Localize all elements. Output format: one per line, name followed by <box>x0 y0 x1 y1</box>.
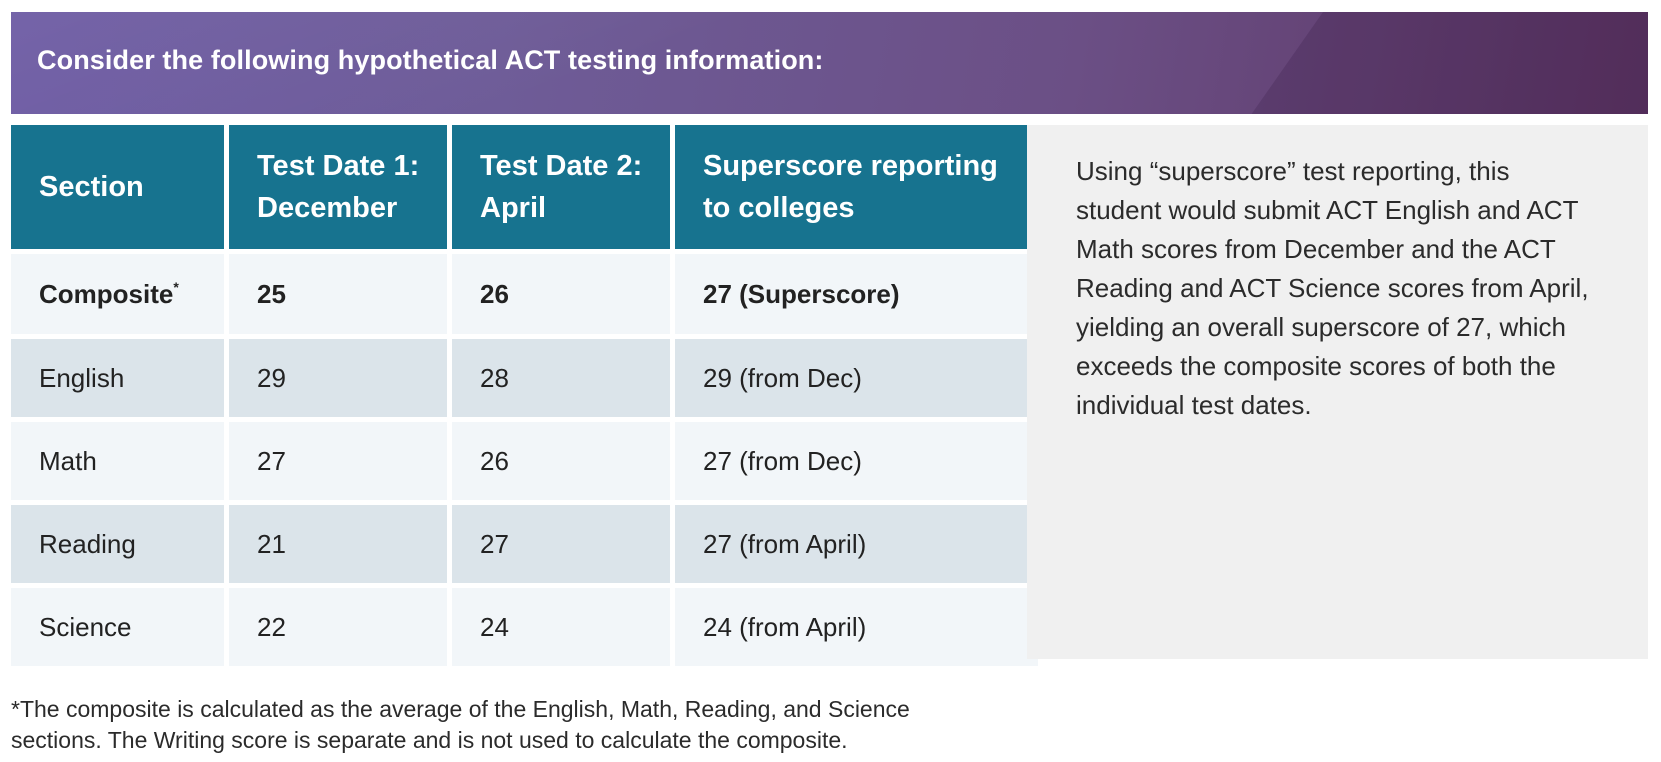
footnote-line1: The composite is calculated as the avera… <box>19 696 910 722</box>
cell-section: Reading <box>11 505 224 588</box>
table-row-math: Math 27 26 27 (from Dec) <box>11 422 1038 505</box>
cell-superscore: 29 (from Dec) <box>675 339 1038 422</box>
header-superscore-line2: to colleges <box>703 192 855 224</box>
footnote: *The composite is calculated as the aver… <box>11 694 1011 756</box>
explanation-panel: Using “superscore” test reporting, this … <box>1027 125 1648 659</box>
cell-section: Math <box>11 422 224 505</box>
banner-gradient-overlay <box>11 12 1648 114</box>
cell-section: English <box>11 339 224 422</box>
table-row-english: English 29 28 29 (from Dec) <box>11 339 1038 422</box>
table-row-reading: Reading 21 27 27 (from April) <box>11 505 1038 588</box>
footnote-marker: * <box>173 278 179 295</box>
cell-date1: 25 <box>229 254 447 339</box>
footnote-line2: sections. The Writing score is separate … <box>11 727 848 753</box>
cell-date1: 27 <box>229 422 447 505</box>
cell-section: Science <box>11 588 224 666</box>
table-row-science: Science 22 24 24 (from April) <box>11 588 1038 666</box>
cell-date1: 29 <box>229 339 447 422</box>
header-test-date-2-line1: Test Date 2: <box>480 150 643 182</box>
header-superscore: Superscore reporting to colleges <box>675 125 1038 254</box>
cell-superscore: 24 (from April) <box>675 588 1038 666</box>
cell-superscore: 27 (from Dec) <box>675 422 1038 505</box>
footnote-marker: * <box>11 696 20 722</box>
header-banner: Consider the following hypothetical ACT … <box>11 12 1648 114</box>
header-superscore-line1: Superscore reporting <box>703 150 998 182</box>
cell-date2: 26 <box>452 422 670 505</box>
cell-date2: 27 <box>452 505 670 588</box>
cell-date1: 21 <box>229 505 447 588</box>
cell-date1: 22 <box>229 588 447 666</box>
header-test-date-1-line1: Test Date 1: <box>257 150 420 182</box>
cell-date2: 26 <box>452 254 670 339</box>
cell-section: Composite* <box>11 254 224 339</box>
explanation-text: Using “superscore” test reporting, this … <box>1076 156 1589 420</box>
cell-date2: 24 <box>452 588 670 666</box>
header-test-date-2: Test Date 2: April <box>452 125 670 254</box>
banner-title: Consider the following hypothetical ACT … <box>37 45 824 75</box>
act-scores-table: Section Test Date 1: December Test Date … <box>6 125 1043 666</box>
section-name: Composite <box>39 278 174 309</box>
cell-superscore: 27 (Superscore) <box>675 254 1038 339</box>
header-test-date-2-line2: April <box>480 192 547 224</box>
cell-superscore: 27 (from April) <box>675 505 1038 588</box>
header-section-label: Section <box>39 171 144 203</box>
header-test-date-1: Test Date 1: December <box>229 125 447 254</box>
cell-date2: 28 <box>452 339 670 422</box>
table-row-composite: Composite* 25 26 27 (Superscore) <box>11 254 1038 339</box>
header-test-date-1-line2: December <box>257 192 398 224</box>
header-section: Section <box>11 125 224 254</box>
table-header-row: Section Test Date 1: December Test Date … <box>11 125 1038 254</box>
